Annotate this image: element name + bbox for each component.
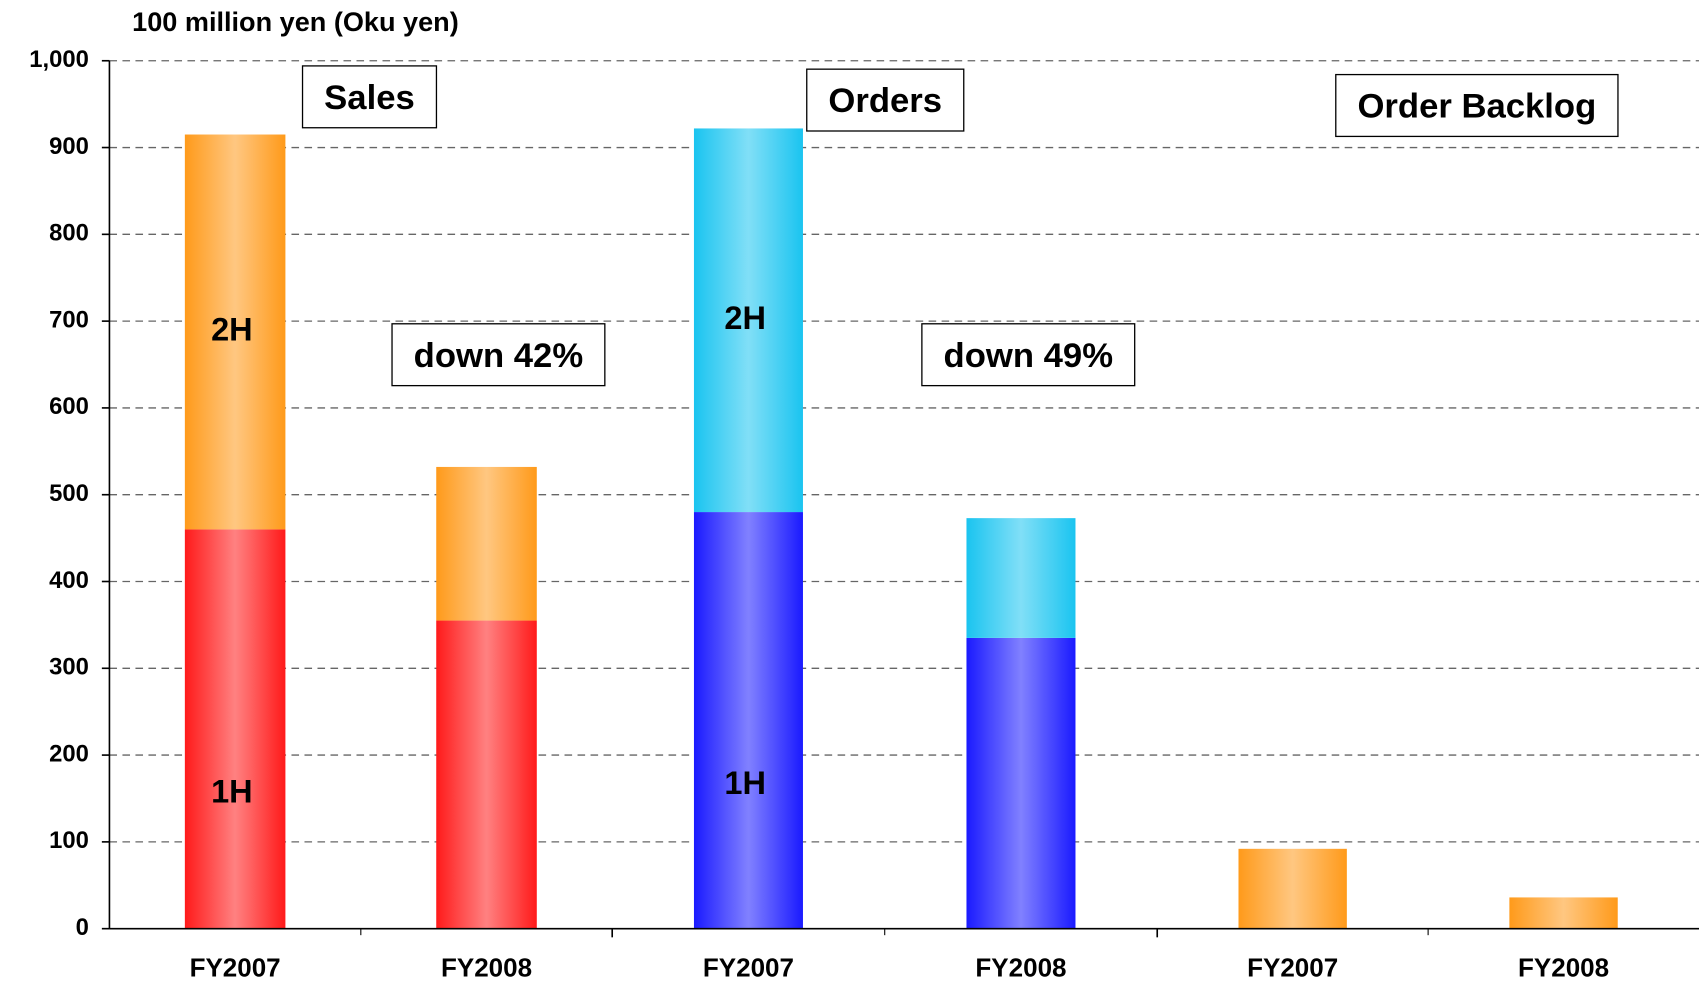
panel-title-box — [1335, 73, 1619, 138]
x-tick-label: FY2007 — [703, 953, 794, 983]
panel-title: Sales — [324, 79, 415, 117]
y-tick-label: 400 — [49, 567, 89, 594]
segment-label: 2H — [724, 300, 766, 336]
annotation-box — [921, 323, 1136, 387]
y-tick-label: 500 — [49, 480, 89, 507]
x-tick-label: FY2008 — [441, 953, 532, 983]
x-tick-label: FY2008 — [1518, 953, 1609, 983]
y-tick-label: 900 — [49, 133, 89, 160]
y-tick-label: 300 — [49, 654, 89, 681]
bar-segment — [184, 529, 286, 929]
y-axis-label: 100 million yen (Oku yen) — [132, 6, 459, 37]
bar-segment — [966, 637, 1076, 929]
annotation-box — [391, 323, 606, 387]
x-tick-label: FY2007 — [190, 953, 281, 983]
bar-segment — [436, 466, 537, 621]
bar-segment — [436, 620, 537, 929]
x-tick-label: FY2008 — [975, 953, 1066, 983]
bar-segment — [184, 134, 286, 530]
bar-segment — [693, 128, 803, 513]
y-tick-label: 100 — [49, 827, 89, 854]
y-tick-label: 200 — [49, 740, 89, 767]
annotation: down 49% — [944, 337, 1113, 375]
segment-label: 1H — [211, 774, 253, 810]
y-tick-label: 600 — [49, 393, 89, 420]
y-tick-label: 0 — [76, 914, 89, 941]
bar-segment — [1509, 897, 1618, 929]
x-tick-label: FY2007 — [1247, 953, 1338, 983]
y-tick-label: 700 — [49, 306, 89, 333]
segment-label: 2H — [211, 312, 253, 348]
panel-title: Orders — [828, 82, 942, 120]
bar-segment — [1238, 848, 1347, 929]
panel-title: Order Backlog — [1357, 88, 1596, 126]
bar-segment — [966, 518, 1076, 638]
annotation: down 42% — [414, 337, 583, 375]
y-tick-label: 1,000 — [29, 46, 89, 73]
segment-label: 1H — [724, 765, 766, 801]
panel-title-box — [301, 65, 438, 129]
panel-title-box — [806, 68, 965, 132]
bar-segment — [693, 512, 803, 929]
y-tick-label: 800 — [49, 220, 89, 247]
